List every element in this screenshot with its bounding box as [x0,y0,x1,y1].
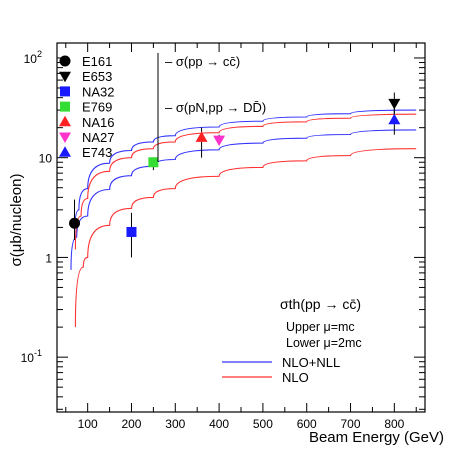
legend-marker [60,86,70,97]
legend-label: NA32 [82,84,115,99]
x-tick-label: 600 [297,417,317,431]
x-tick-label: 200 [121,417,141,431]
y-tick-label: 10 [39,152,53,166]
legend-marker [59,115,71,127]
data-point-e743 [388,113,401,125]
legend-marker [59,132,71,143]
legend-label: E161 [82,54,112,69]
x-tick-label: 800 [384,417,404,431]
legend-marker [59,71,71,83]
legend-note: – σ(pN,pp → DD̄) [165,100,266,115]
y-tick-label: 10-1 [21,348,42,365]
data-point-e161 [69,217,81,229]
annotation: σth(pp → cc̄) Upper μ=mc Lower μ=2mc NLO+NL… [222,296,362,385]
y-axis-label: σ(μb/nucleon) [8,174,25,267]
data-point-e769 [148,157,159,168]
legend-label: E653 [82,69,112,84]
legend-marker [60,101,70,112]
theory-curve [74,113,417,250]
data-point-na32 [126,226,137,237]
data-points [69,92,401,258]
annotation-upper: Upper μ=mc [286,320,355,334]
x-tick-label: 100 [78,417,98,431]
y-tick-label: 1 [45,251,52,265]
legend-marker [59,146,71,157]
legend-marker [59,55,71,67]
annotation-line-label: NLO [282,370,309,385]
data-point-e653 [388,98,401,110]
legend-label: E743 [82,145,112,160]
x-tick-label: 700 [341,417,361,431]
x-tick-label: 500 [253,417,273,431]
legend-note: – σ(pp → cc̄) [165,54,240,69]
x-axis-label: Beam Energy (GeV) [309,429,444,446]
data-point-na27 [213,135,226,147]
theory-curve [74,148,417,328]
y-tick-label: 102 [24,49,42,66]
legend-label: E769 [82,100,112,115]
legend-label: NA27 [82,130,115,145]
x-tick-label: 300 [165,417,185,431]
theory-curves [70,109,417,328]
annotation-line-label: NLO+NLL [282,355,340,370]
annotation-title: σth(pp → cc̄) [280,296,361,312]
legend-label: NA16 [82,115,115,130]
annotation-lower: Lower μ=2mc [286,336,362,350]
axis-ticks: 100 200 300 400 500 600 700 800 102 10 1 10-1 [21,43,425,431]
data-point-na16 [195,131,208,142]
theory-curve [70,129,417,270]
x-tick-label: 400 [209,417,229,431]
theory-curve [73,109,417,238]
